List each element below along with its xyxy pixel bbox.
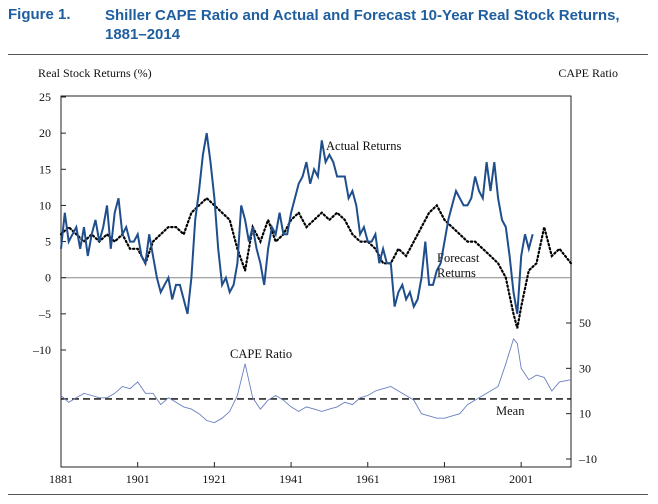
top-rule (8, 54, 648, 55)
right-tick-label: 30 (579, 361, 591, 375)
left-tick-label: 0 (45, 271, 51, 285)
left-tick-label: 20 (39, 126, 51, 140)
right-tick-label: 50 (579, 316, 591, 330)
cape-ratio-line (60, 337, 572, 424)
cape-ratio-annotation: CAPE Ratio (230, 347, 292, 361)
x-tick-label: 1941 (279, 472, 303, 486)
x-tick-label: 2001 (509, 472, 533, 486)
bottom-rule (8, 494, 648, 495)
x-axis: 1881 1901 1921 1941 1961 1981 2001 (49, 462, 533, 486)
right-axis-label: CAPE Ratio (558, 66, 618, 80)
actual-returns-line (60, 132, 534, 315)
forecast-returns-annotation-line1: Forecast (437, 251, 480, 265)
forecast-returns-line (59, 196, 573, 329)
x-tick-label: 1901 (126, 472, 150, 486)
right-axis: 50 30 10 –10 (566, 316, 597, 466)
left-tick-label: –5 (38, 307, 51, 321)
figure-title: Shiller CAPE Ratio and Actual and Foreca… (105, 7, 620, 43)
right-tick-label: 10 (579, 407, 591, 421)
mean-annotation: Mean (496, 404, 525, 418)
x-tick-label: 1981 (432, 472, 456, 486)
x-tick-label: 1961 (356, 472, 380, 486)
left-tick-label: 5 (45, 235, 51, 249)
x-tick-label: 1921 (202, 472, 226, 486)
figure-label: Figure 1. (8, 6, 71, 23)
left-tick-label: 15 (39, 162, 51, 176)
left-tick-label: 25 (39, 90, 51, 104)
left-tick-label: –10 (32, 343, 51, 357)
right-tick-label: –10 (578, 452, 597, 466)
x-tick-label: 1881 (49, 472, 73, 486)
plot-frame (60, 95, 572, 468)
left-tick-label: 10 (39, 198, 51, 212)
forecast-returns-annotation-line2: Returns (437, 266, 476, 280)
left-axis-label: Real Stock Returns (%) (38, 66, 152, 80)
left-axis: 25 20 15 10 5 0 –5 –10 (32, 90, 66, 357)
actual-returns-annotation: Actual Returns (326, 139, 401, 153)
